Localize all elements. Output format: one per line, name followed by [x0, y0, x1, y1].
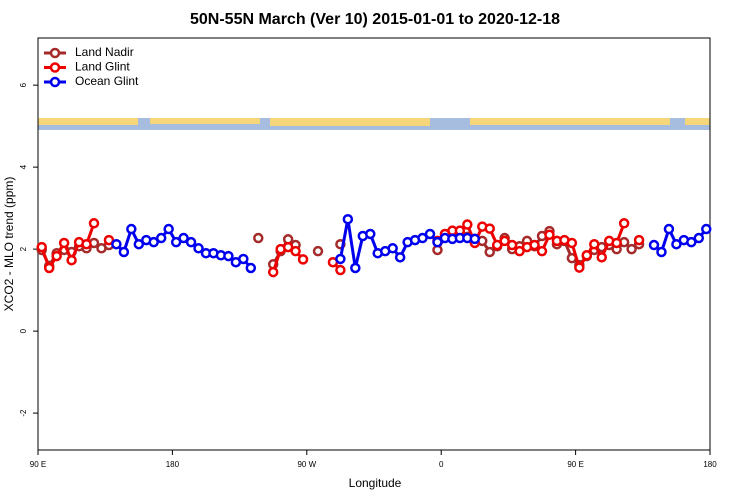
data-point — [506, 239, 518, 251]
data-point — [424, 228, 436, 240]
data-point — [462, 219, 473, 230]
data-point — [417, 232, 428, 244]
map-strip — [38, 118, 710, 130]
data-point — [499, 235, 510, 247]
data-point — [648, 239, 660, 251]
data-point — [469, 233, 481, 245]
data-point — [253, 232, 264, 244]
data-point — [223, 250, 234, 262]
data-point — [178, 232, 189, 244]
data-point — [312, 245, 324, 257]
x-axis-label: Longitude — [349, 476, 402, 490]
x-tick-label: 90 E — [567, 460, 583, 469]
data-point — [589, 238, 600, 250]
data-point — [432, 236, 443, 248]
data-point — [51, 250, 62, 262]
data-point — [693, 232, 705, 244]
data-point — [544, 229, 555, 241]
legend-label: Ocean Glint — [75, 74, 139, 88]
data-point — [611, 237, 622, 249]
data-point — [626, 243, 637, 255]
data-point — [297, 254, 309, 265]
data-point — [387, 243, 398, 254]
legend-label: Land Glint — [75, 60, 130, 74]
data-point — [245, 262, 257, 274]
y-tick-label: 2 — [19, 246, 28, 251]
data-point — [671, 238, 682, 250]
data-point — [633, 234, 645, 246]
data-point — [335, 264, 346, 276]
data-point — [596, 252, 607, 263]
y-axis-label: XCO2 - MLO trend (ppm) — [2, 177, 16, 312]
y-tick-label: -2 — [19, 409, 28, 417]
data-point — [686, 236, 697, 248]
data-point — [581, 250, 593, 261]
y-tick-label: 0 — [19, 328, 28, 333]
data-point — [155, 232, 167, 244]
data-point — [185, 236, 197, 248]
chart-title: 50N-55N March (Ver 10) 2015-01-01 to 202… — [190, 11, 560, 28]
data-point — [656, 246, 667, 258]
legend-label: Land Nadir — [75, 45, 134, 59]
data-point — [81, 238, 92, 250]
data-point — [193, 243, 204, 254]
legend-marker — [49, 76, 61, 88]
data-point — [103, 234, 115, 246]
data-point — [342, 213, 354, 225]
x-tick-label: 180 — [703, 460, 717, 469]
data-point — [350, 262, 361, 274]
data-point — [126, 223, 137, 235]
data-point — [663, 223, 675, 235]
data-point — [536, 245, 548, 257]
data-point — [267, 266, 279, 278]
data-point — [394, 252, 406, 263]
legend-marker — [49, 47, 61, 59]
data-point — [163, 223, 174, 235]
data-point — [290, 245, 301, 257]
y-tick-label: 4 — [19, 164, 28, 169]
data-point — [238, 253, 249, 265]
x-tick-label: 180 — [166, 460, 180, 469]
x-tick-label: 90 W — [297, 460, 316, 469]
data-point — [170, 236, 182, 248]
data-point — [484, 246, 495, 258]
data-point — [43, 262, 55, 274]
data-point — [491, 239, 503, 251]
legend-marker — [49, 62, 61, 73]
data-point — [514, 245, 525, 257]
data-point — [566, 237, 578, 249]
data-point — [66, 254, 77, 266]
data-point — [282, 241, 294, 253]
data-point — [148, 236, 159, 248]
data-point — [36, 241, 47, 253]
y-tick-label: 6 — [19, 82, 28, 87]
x-tick-label: 0 — [439, 460, 444, 469]
data-point — [335, 253, 346, 265]
data-point — [365, 228, 376, 240]
data-point — [118, 246, 130, 258]
data-point — [574, 262, 585, 273]
data-point — [88, 218, 100, 229]
data-point — [701, 223, 712, 235]
data-point — [484, 223, 495, 234]
data-point — [58, 237, 70, 249]
data-point — [529, 239, 540, 251]
data-point — [618, 218, 630, 229]
data-point — [111, 238, 122, 250]
x-tick-label: 90 E — [30, 460, 46, 469]
data-point — [133, 238, 145, 250]
